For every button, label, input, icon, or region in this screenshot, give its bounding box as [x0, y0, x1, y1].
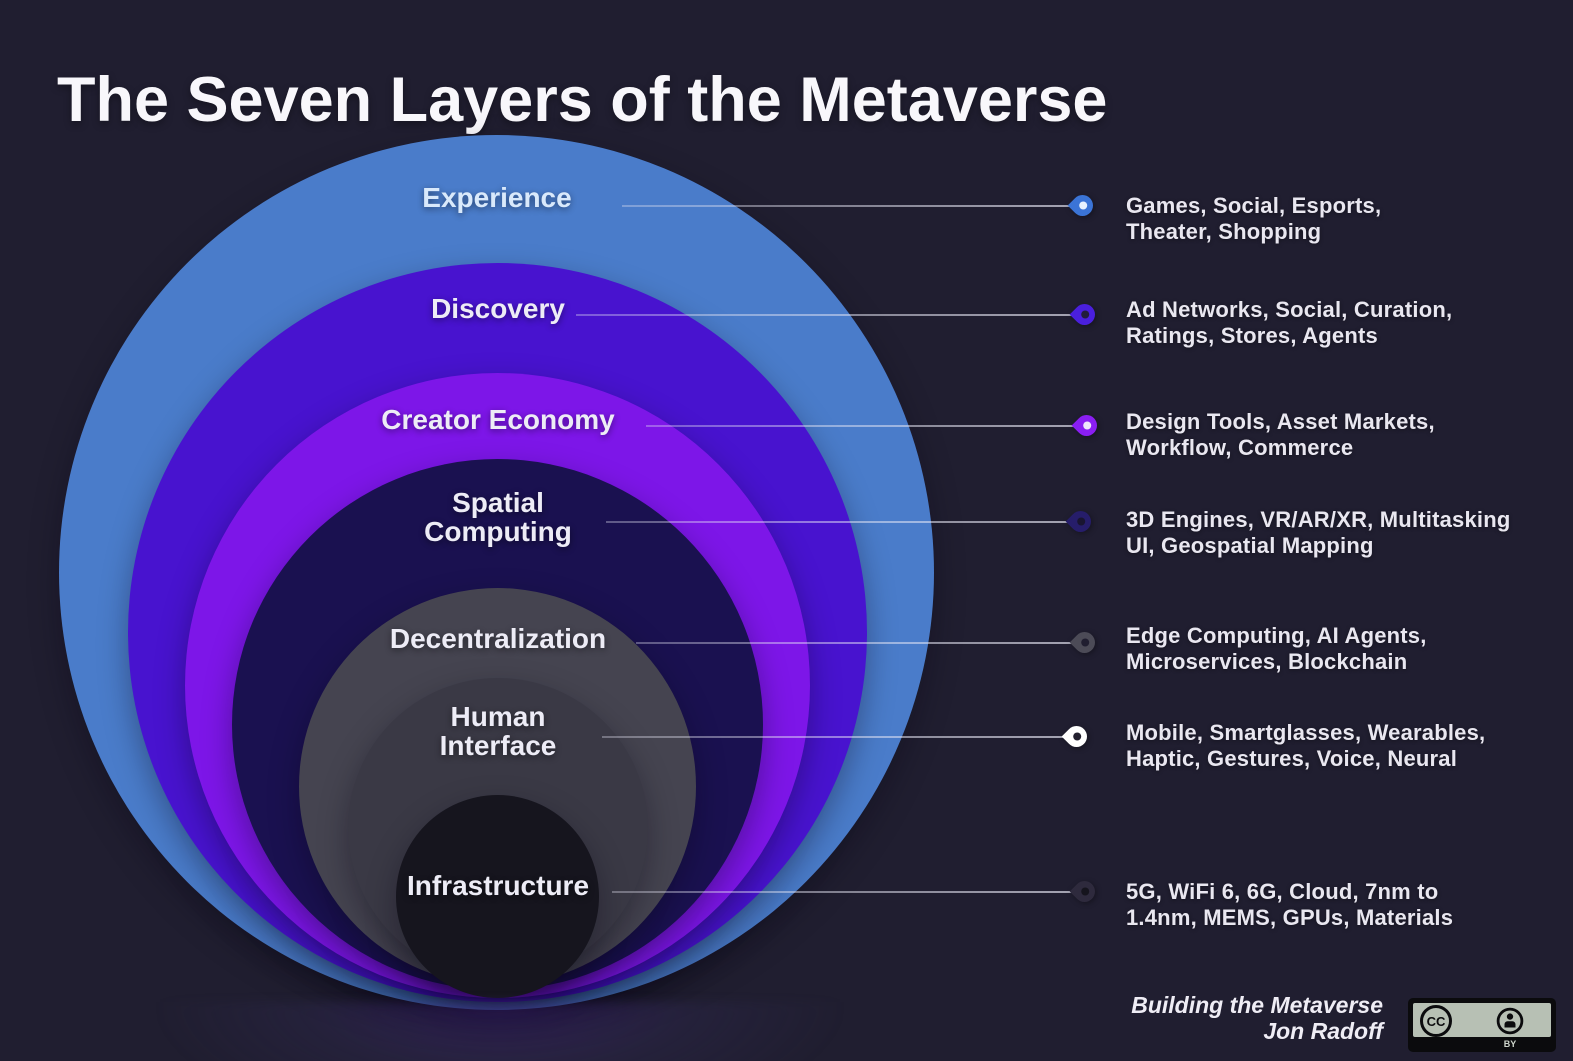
layer-label-decentralization: Decentralization — [389, 623, 607, 654]
person-icon — [1496, 1007, 1524, 1035]
layer-items-human-interface: Mobile, Smartglasses, Wearables, Haptic,… — [1126, 720, 1486, 772]
cc-by-label: BY — [1503, 1039, 1517, 1049]
pin-icon — [1069, 876, 1100, 907]
pin-hole — [1080, 419, 1093, 432]
pin-icon — [1061, 721, 1092, 752]
pin-icon — [1065, 506, 1096, 537]
cc-license-badge: CC BY — [1408, 998, 1556, 1052]
layer-items-experience: Games, Social, Esports, Theater, Shoppin… — [1126, 193, 1382, 245]
layer-label-creator-economy: Creator Economy — [381, 404, 615, 435]
layer-items-creator-economy: Design Tools, Asset Markets, Workflow, C… — [1126, 409, 1435, 461]
pin-icon — [1069, 627, 1100, 658]
credit-work-title: Building the Metaverse — [1131, 992, 1383, 1018]
connector-line-decentralization — [636, 642, 1074, 644]
layer-label-experience: Experience — [422, 182, 572, 213]
pin-icon — [1071, 410, 1102, 441]
pin-hole — [1074, 515, 1087, 528]
layer-label-infrastructure: Infrastructure — [406, 870, 590, 901]
layer-label-spatial-computing: Spatial Computing — [424, 487, 572, 547]
pin-hole — [1078, 636, 1091, 649]
connector-line-human-interface — [602, 736, 1066, 738]
layer-items-infrastructure: 5G, WiFi 6, 6G, Cloud, 7nm to 1.4nm, MEM… — [1126, 879, 1454, 931]
layer-items-spatial-computing: 3D Engines, VR/AR/XR, Multitasking UI, G… — [1126, 507, 1511, 559]
layer-items-discovery: Ad Networks, Social, Curation, Ratings, … — [1126, 297, 1453, 349]
layer-items-decentralization: Edge Computing, AI Agents, Microservices… — [1126, 623, 1427, 675]
pin-hole — [1078, 885, 1091, 898]
credit-text: Building the Metaverse Jon Radoff — [983, 992, 1383, 1045]
pin-hole — [1078, 308, 1091, 321]
connector-line-infrastructure — [612, 891, 1074, 893]
credit-author: Jon Radoff — [1263, 1018, 1383, 1045]
layer-label-discovery: Discovery — [431, 293, 565, 324]
floor-reflection — [160, 1002, 840, 1061]
pin-icon — [1069, 299, 1100, 330]
connector-line-discovery — [576, 314, 1074, 316]
pin-icon — [1067, 190, 1098, 221]
layer-circle-infrastructure — [396, 795, 599, 998]
connector-line-creator-economy — [646, 425, 1076, 427]
pin-hole — [1076, 199, 1089, 212]
connector-line-spatial-computing — [606, 521, 1070, 523]
cc-icon: CC — [1420, 1005, 1452, 1037]
connector-line-experience — [622, 205, 1074, 207]
pin-hole — [1070, 730, 1083, 743]
layer-label-human-interface: Human Interface — [439, 701, 557, 761]
page-title: The Seven Layers of the Metaverse — [57, 65, 1108, 136]
